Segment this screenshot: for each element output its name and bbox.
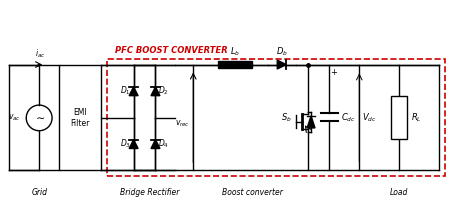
Text: Bridge Rectifier: Bridge Rectifier [120,188,179,197]
Text: PFC BOOST CONVERTER: PFC BOOST CONVERTER [115,46,228,55]
Polygon shape [277,60,286,69]
Bar [218,61,252,68]
Text: $D_b$: $D_b$ [276,45,288,58]
Text: $D_1$: $D_1$ [120,85,131,97]
Text: $v_{rec}$: $v_{rec}$ [175,118,190,129]
Text: $\sim$: $\sim$ [33,113,46,123]
Polygon shape [129,87,138,96]
Text: $R_L$: $R_L$ [411,112,422,124]
Bar [107,59,445,176]
Polygon shape [129,140,138,148]
Text: $i_{ac}$: $i_{ac}$ [35,47,46,60]
Polygon shape [151,140,160,148]
Text: $D_3$: $D_3$ [120,138,131,150]
Text: $+$: $+$ [330,67,338,77]
Text: Grid: Grid [31,188,47,197]
Polygon shape [151,87,160,96]
Text: Load: Load [390,188,408,197]
Text: $D_2$: $D_2$ [158,85,169,97]
Text: $S_b$: $S_b$ [281,111,292,124]
Text: $V_{dc}$: $V_{dc}$ [362,112,377,124]
Bar [59,65,101,170]
Polygon shape [307,116,315,128]
Bar [391,96,407,139]
Text: $v_{ac}$: $v_{ac}$ [8,113,20,123]
Text: $D_4$: $D_4$ [158,138,169,150]
Text: Boost converter: Boost converter [222,188,283,197]
Text: $L_b$: $L_b$ [230,45,240,58]
Text: $C_{dc}$: $C_{dc}$ [341,112,356,124]
Text: EMI
Filter: EMI Filter [70,108,90,128]
